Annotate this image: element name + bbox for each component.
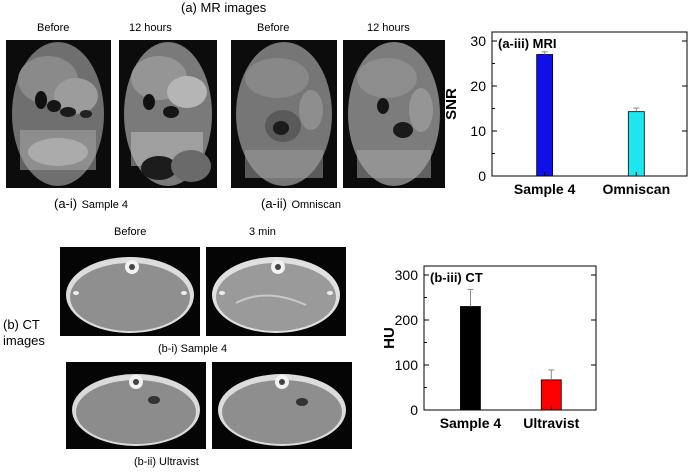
mr-caption-ii-text: Omniscan bbox=[291, 199, 341, 211]
bar-sample-4 bbox=[460, 306, 481, 411]
mr-caption-ii-prefix: (a-ii) bbox=[261, 196, 287, 211]
y-tick-label: 300 bbox=[395, 267, 419, 283]
ct-scan-sample4-3min bbox=[206, 247, 346, 336]
y-axis-label: HU bbox=[381, 327, 398, 349]
plot-frame bbox=[423, 265, 597, 411]
ct-after-label: 3 min bbox=[249, 226, 276, 238]
mri-snr-chart: 0 10 20 30 SNR (a-iii) MRI Sample 4 Omniscan bbox=[443, 31, 688, 197]
plot-frame bbox=[491, 31, 688, 177]
bar-ultravist bbox=[540, 379, 562, 411]
y-tick-label: 20 bbox=[470, 78, 486, 94]
chart-title: (b-iii) CT bbox=[430, 270, 483, 285]
mr-caption-omniscan: (a-ii) Omniscan bbox=[261, 195, 341, 213]
mr-scan-omniscan-before bbox=[231, 40, 337, 188]
mr-caption-i-text: Sample 4 bbox=[81, 199, 129, 211]
y-tick-label: 0 bbox=[410, 402, 418, 418]
chart-title: (a-iii) MRI bbox=[498, 36, 557, 51]
ct-scan-ultravist-3min bbox=[212, 362, 352, 449]
mr-before-label-2: Before bbox=[257, 22, 290, 34]
ct-caption-sample4: (b-i) Sample 4 bbox=[158, 343, 228, 355]
mr-scan-sample4-12h bbox=[119, 40, 217, 188]
x-tick-label: Sample 4 bbox=[514, 181, 576, 197]
y-axis-label: SNR bbox=[443, 88, 460, 120]
ct-scan-ultravist-before bbox=[66, 362, 206, 449]
mr-caption-sample4: (a-i) Sample 4 bbox=[54, 195, 128, 213]
bar-sample-4 bbox=[536, 54, 554, 177]
bar-omniscan bbox=[627, 111, 645, 177]
ct-before-label: Before bbox=[114, 226, 147, 238]
y-tick-label: 0 bbox=[478, 168, 486, 184]
x-tick-label: Ultravist bbox=[523, 415, 579, 431]
y-tick-label: 100 bbox=[395, 357, 419, 373]
mr-images-title: (a) MR images bbox=[181, 0, 267, 15]
y-tick-label: 10 bbox=[470, 123, 486, 139]
x-tick-label: Omniscan bbox=[602, 181, 670, 197]
y-tick-label: 30 bbox=[470, 33, 486, 49]
y-tick-label: 200 bbox=[395, 312, 419, 328]
ct-title-line2: images bbox=[3, 333, 45, 348]
mr-caption-i-prefix: (a-i) bbox=[54, 196, 78, 211]
ct-title-line1: (b) CT bbox=[3, 317, 40, 332]
ct-hu-chart: 0 100 200 300 HU (b-iii) CT Sample 4 Ultravist bbox=[381, 265, 597, 431]
ct-scan-sample4-before bbox=[60, 247, 200, 336]
ct-caption-ultravist: (b-ii) Ultravist bbox=[134, 456, 199, 468]
mr-scan-sample4-before bbox=[6, 40, 111, 188]
x-tick-label: Sample 4 bbox=[440, 415, 502, 431]
mr-before-label-1: Before bbox=[37, 22, 70, 34]
mr-scan-omniscan-12h bbox=[343, 40, 445, 188]
mr-after-label-1: 12 hours bbox=[129, 22, 172, 34]
mr-after-label-2: 12 hours bbox=[367, 22, 410, 34]
